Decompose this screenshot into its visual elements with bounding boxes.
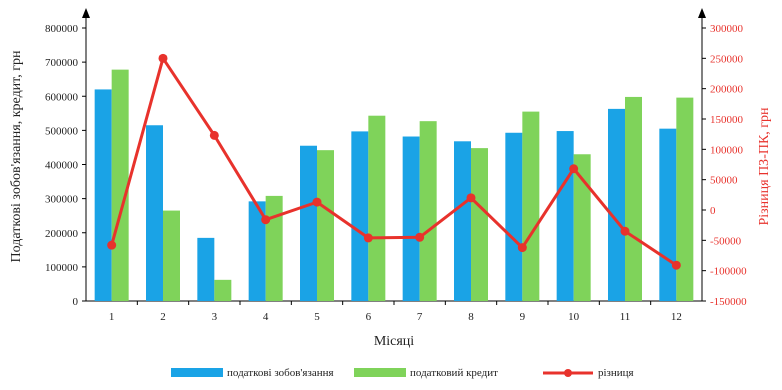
y2-tick-label: 50000 [710, 175, 738, 187]
difference-point [415, 232, 425, 242]
difference-point [466, 193, 476, 203]
y-tick-label: 300000 [45, 194, 79, 206]
bar-credit [522, 111, 540, 301]
bar-liabilities [146, 125, 163, 301]
x-tick-label: 2 [160, 311, 166, 323]
bar-liabilities [300, 145, 317, 301]
y2-tick-label: 300000 [710, 23, 744, 35]
y2-tick-label: 0 [710, 205, 716, 217]
bar-credit [163, 210, 180, 301]
legend-label-liabilities: податкові зобов'язання [227, 367, 334, 379]
x-axis-title: Місяці [374, 334, 414, 349]
x-tick-label: 12 [671, 311, 682, 323]
x-tick-label: 1 [109, 311, 115, 323]
y-tick-label: 800000 [45, 23, 79, 35]
difference-point [261, 215, 271, 225]
x-tick-label: 10 [568, 311, 580, 323]
bar-liabilities [402, 136, 420, 301]
bar-liabilities [351, 131, 369, 301]
y2-tick-label: 250000 [710, 53, 744, 65]
legend-swatch-liabilities [171, 368, 223, 377]
bar-credit [625, 96, 642, 302]
difference-point [158, 53, 168, 63]
difference-point [671, 260, 681, 270]
bar-credit [676, 97, 694, 302]
bar-liabilities [556, 131, 574, 301]
bar-liabilities [659, 128, 677, 301]
difference-point [107, 240, 117, 250]
bar-credit [265, 195, 283, 301]
y-tick-label: 200000 [45, 228, 79, 240]
y-tick-label: 600000 [45, 91, 79, 103]
bar-credit [368, 115, 386, 301]
x-tick-label: 9 [520, 311, 526, 323]
bar-credit [573, 154, 591, 301]
y-tick-label: 0 [73, 296, 79, 308]
y-axis-title: Податкові зобов'язання, кредит, грн [9, 50, 24, 262]
y2-tick-label: 200000 [710, 84, 744, 96]
legend-label-credit: податковий кредит [410, 367, 498, 379]
bar-liabilities [454, 141, 471, 301]
legend-swatch-credit [354, 368, 406, 377]
difference-point [312, 197, 322, 207]
x-tick-label: 6 [366, 311, 372, 323]
x-tick-label: 11 [620, 311, 631, 323]
bar-credit [471, 148, 488, 301]
y2-tick-label: -100000 [710, 266, 747, 278]
left-axis-arrow [82, 8, 90, 18]
x-tick-label: 3 [212, 311, 218, 323]
y-tick-label: 700000 [45, 57, 79, 69]
bar-credit [214, 279, 232, 301]
x-tick-label: 8 [468, 311, 474, 323]
y-tick-label: 400000 [45, 160, 79, 172]
x-tick-label: 7 [417, 311, 423, 323]
y2-axis-title: Різниця ПЗ-ПК, грн [757, 107, 772, 226]
bar-liabilities [197, 237, 215, 301]
difference-point [209, 130, 219, 140]
y2-tick-label: -50000 [710, 235, 742, 247]
bar-credit [419, 121, 437, 301]
bar-liabilities [505, 132, 523, 301]
y2-tick-label: -150000 [710, 296, 747, 308]
difference-point [363, 233, 373, 243]
bar-credit [111, 69, 129, 301]
y2-tick-label: 150000 [710, 114, 744, 126]
bar-liabilities [94, 89, 112, 301]
difference-point [620, 226, 630, 236]
y-tick-label: 500000 [45, 125, 79, 137]
legend-swatch-difference-marker [564, 369, 572, 377]
y2-tick-label: 100000 [710, 144, 744, 156]
x-tick-label: 5 [314, 311, 320, 323]
difference-line [110, 56, 678, 267]
right-axis-arrow [698, 8, 706, 18]
bar-liabilities [248, 201, 266, 301]
difference-point [569, 164, 579, 174]
x-tick-label: 4 [263, 311, 269, 323]
y-tick-label: 100000 [45, 262, 79, 274]
bar-liabilities [608, 108, 625, 301]
difference-point [517, 243, 527, 253]
bar-credit [317, 150, 334, 301]
legend-label-difference: різниця [598, 367, 634, 379]
